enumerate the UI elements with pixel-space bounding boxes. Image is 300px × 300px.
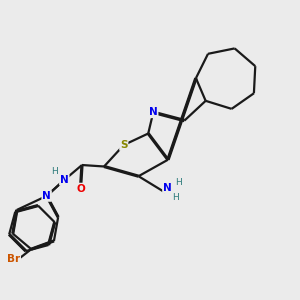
Text: H: H (172, 193, 179, 202)
Text: N: N (60, 175, 69, 185)
Text: O: O (76, 184, 85, 194)
Text: H: H (51, 167, 58, 176)
Text: Br: Br (7, 254, 20, 265)
Text: N: N (149, 107, 158, 117)
Text: N: N (163, 183, 172, 193)
Text: S: S (120, 140, 127, 150)
Text: N: N (42, 191, 51, 201)
Text: H: H (175, 178, 181, 187)
